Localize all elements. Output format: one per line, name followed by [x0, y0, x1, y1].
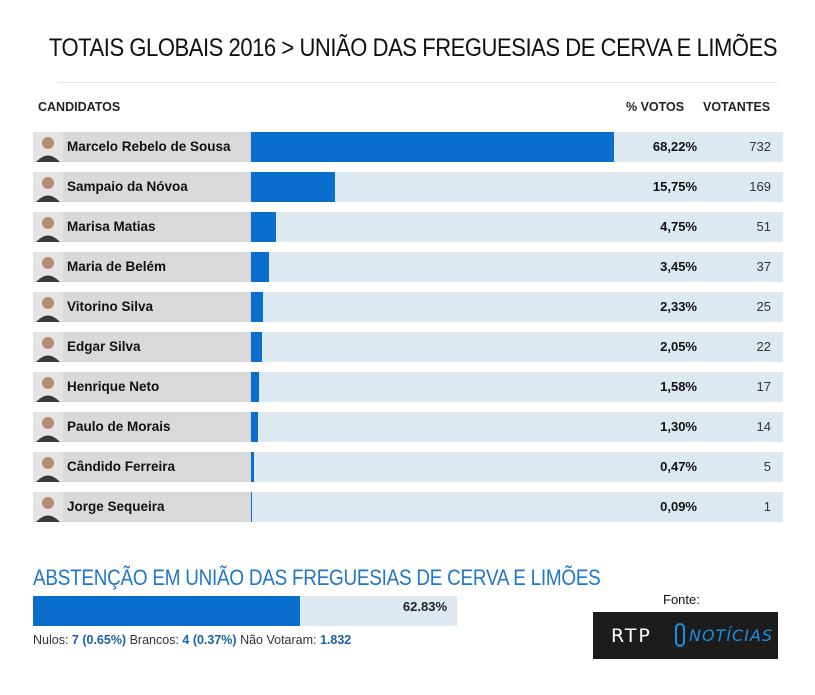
candidate-photo-icon [33, 212, 63, 242]
candidate-name: Henrique Neto [63, 372, 251, 402]
page-title: TOTAIS GLOBAIS 2016 > UNIÃO DAS FREGUESI… [48, 34, 778, 62]
candidate-photo-icon [33, 452, 63, 482]
voters-label: 22 [756, 339, 771, 354]
rtp-noticias-logo: RTP NOTÍCIAS [593, 612, 778, 659]
candidate-photo-icon [33, 412, 63, 442]
brancos-label: Brancos: [126, 633, 183, 647]
bar-fill [251, 212, 277, 242]
nulos-label: Nulos: [33, 633, 72, 647]
pct-votes-label: 68,22% [652, 139, 697, 154]
brancos-value: 4 (0.37%) [182, 633, 237, 647]
bar-fill [251, 452, 254, 482]
candidate-photo-icon [33, 172, 63, 202]
voters-label: 25 [756, 299, 771, 314]
title-divider [58, 82, 778, 83]
candidate-photo-icon [33, 332, 63, 362]
voters-label: 14 [756, 419, 771, 434]
candidate-row: Cândido Ferreira 0,47% 5 [33, 452, 783, 482]
candidate-name: Cândido Ferreira [63, 452, 251, 482]
candidate-row: Maria de Belém 3,45% 37 [33, 252, 783, 282]
candidate-row: Vitorino Silva 2,33% 25 [33, 292, 783, 322]
bar-track [251, 492, 783, 522]
source-label: Fonte: [663, 592, 700, 607]
bar-fill [251, 252, 270, 282]
voters-label: 732 [749, 139, 771, 154]
pct-votes-label: 3,45% [660, 259, 697, 274]
pct-votes-label: 0,47% [660, 459, 697, 474]
bar-fill [251, 132, 614, 162]
candidate-row: Marisa Matias 4,75% 51 [33, 212, 783, 242]
pct-votes-label: 4,75% [660, 219, 697, 234]
bar-track [251, 252, 783, 282]
header-voters: VOTANTES [703, 100, 771, 114]
bar-track [251, 172, 783, 202]
candidate-name: Maria de Belém [63, 252, 251, 282]
candidate-row: Sampaio da Nóvoa 15,75% 169 [33, 172, 783, 202]
nulos-value: 7 (0.65%) [71, 633, 127, 647]
bar-track [251, 412, 783, 442]
pct-votes-label: 2,33% [660, 299, 697, 314]
candidate-name: Edgar Silva [63, 332, 251, 362]
voters-label: 51 [756, 219, 771, 234]
candidate-row: Henrique Neto 1,58% 17 [33, 372, 783, 402]
pct-votes-label: 0,09% [660, 499, 697, 514]
bar-track [251, 132, 783, 162]
abstention-bar-fill [33, 596, 300, 626]
bar-fill [251, 332, 262, 362]
logo-noticias-text: NOTÍCIAS [689, 626, 774, 645]
bar-fill [251, 492, 252, 522]
candidate-row: Jorge Sequeira 0,09% 1 [33, 492, 783, 522]
candidate-name: Paulo de Morais [63, 412, 251, 442]
voters-label: 5 [763, 459, 771, 474]
candidate-row: Edgar Silva 2,05% 22 [33, 332, 783, 362]
nao-votaram-label: Não Votaram: [236, 633, 320, 647]
candidate-name: Marisa Matias [63, 212, 251, 242]
candidate-photo-icon [33, 252, 63, 282]
logo-pill-icon [675, 623, 685, 647]
pct-votes-label: 1,30% [660, 419, 697, 434]
nao-votaram-value: 1.832 [319, 633, 352, 647]
bar-fill [251, 412, 258, 442]
bar-track [251, 452, 783, 482]
candidate-name: Jorge Sequeira [63, 492, 251, 522]
bar-fill [251, 172, 335, 202]
candidate-row: Marcelo Rebelo de Sousa 68,22% 732 [33, 132, 783, 162]
bar-track [251, 292, 783, 322]
candidate-photo-icon [33, 132, 63, 162]
voters-label: 37 [756, 259, 771, 274]
bar-track [251, 372, 783, 402]
candidate-photo-icon [33, 492, 63, 522]
candidate-name: Marcelo Rebelo de Sousa [63, 132, 251, 162]
candidate-name: Vitorino Silva [63, 292, 251, 322]
logo-rtp-text: RTP [611, 625, 652, 647]
candidate-name: Sampaio da Nóvoa [63, 172, 251, 202]
candidate-photo-icon [33, 292, 63, 322]
pct-votes-label: 1,58% [660, 379, 697, 394]
voters-label: 1 [763, 499, 771, 514]
abstention-title: ABSTENÇÃO EM UNIÃO DAS FREGUESIAS DE CER… [33, 565, 601, 590]
bar-fill [251, 372, 260, 402]
bar-track [251, 212, 783, 242]
candidate-photo-icon [33, 372, 63, 402]
pct-votes-label: 2,05% [660, 339, 697, 354]
voters-label: 169 [749, 179, 771, 194]
vote-summary: Nulos: 7 (0.65%) Brancos: 4 (0.37%) Não … [33, 633, 351, 647]
bar-track [251, 332, 783, 362]
voters-label: 17 [756, 379, 771, 394]
header-pct-votes: % VOTOS [626, 100, 685, 114]
header-candidates: CANDIDATOS [38, 100, 121, 114]
bar-fill [251, 292, 264, 322]
pct-votes-label: 15,75% [652, 179, 697, 194]
candidate-row: Paulo de Morais 1,30% 14 [33, 412, 783, 442]
abstention-bar-track: 62.83% [33, 596, 457, 626]
abstention-pct: 62.83% [402, 599, 447, 614]
